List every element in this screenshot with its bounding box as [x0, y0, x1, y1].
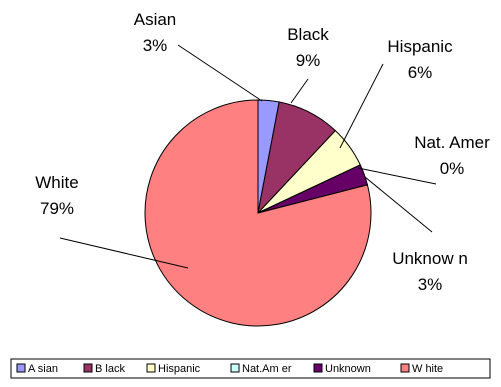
legend-label-unknown: Unknown — [325, 363, 371, 375]
slice-labels: Asian 3% Black 9% Hispanic 6% Nat. Amer 0% Unkno… — [35, 10, 490, 294]
slice-label-name-unknown: Unknow n — [392, 249, 468, 268]
legend-swatch-asian — [16, 363, 26, 373]
slice-label-percent-unknown: 3% — [418, 275, 443, 294]
legend-label-white: W hite — [412, 363, 443, 375]
legend: A sian B lack Hispanic Nat.Am er Unknown W hi… — [10, 358, 491, 379]
leader-line-nat-amer — [357, 167, 437, 185]
legend-label-asian: A sian — [28, 363, 58, 375]
slice-label-name-white: White — [35, 173, 78, 192]
leader-line-unknown — [364, 176, 433, 233]
legend-swatch-white — [400, 363, 410, 373]
legend-box — [10, 358, 491, 379]
leader-lines — [59, 44, 437, 269]
pie-slices — [144, 99, 372, 327]
leader-line-hispanic — [339, 63, 384, 149]
legend-label-hispanic: Hispanic — [158, 363, 201, 375]
legend-swatch-hispanic — [146, 363, 156, 373]
slice-label-percent-asian: 3% — [143, 36, 168, 55]
legend-label-black: B lack — [95, 363, 125, 375]
leader-line-black — [290, 78, 309, 104]
slice-label-percent-nat-amer: 0% — [440, 159, 465, 178]
legend-swatch-black — [83, 363, 93, 373]
legend-swatch-nat-amer — [230, 363, 240, 373]
leader-line-asian — [177, 44, 263, 102]
slice-label-percent-white: 79% — [40, 199, 74, 218]
pie-slice-white — [144, 99, 372, 327]
legend-label-nat-amer: Nat.Am er — [242, 363, 292, 375]
slice-label-name-asian: Asian — [134, 10, 177, 29]
leader-line-white — [59, 237, 189, 269]
slice-label-name-black: Black — [287, 25, 329, 44]
slice-label-percent-hispanic: 6% — [408, 63, 433, 82]
slice-label-percent-black: 9% — [296, 51, 321, 70]
legend-swatch-unknown — [313, 363, 323, 373]
slice-label-name-nat-amer: Nat. Amer — [414, 133, 490, 152]
slice-label-name-hispanic: Hispanic — [387, 37, 453, 56]
